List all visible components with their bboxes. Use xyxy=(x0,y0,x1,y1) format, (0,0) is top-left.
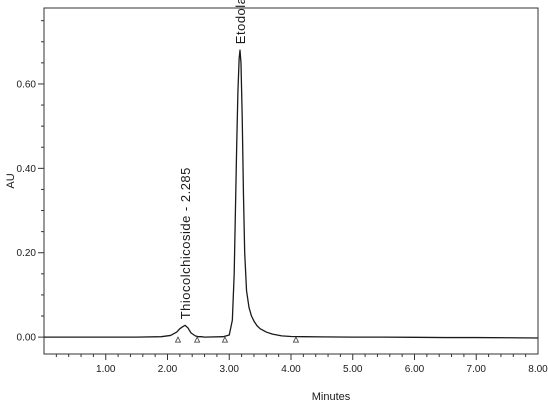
x-tick-label: 2.00 xyxy=(158,364,178,375)
y-tick-label: 0.20 xyxy=(17,248,37,259)
y-tick-label: 0.40 xyxy=(17,164,37,175)
x-tick-label: 7.00 xyxy=(467,364,487,375)
peak-label: Thiocolchicoside - 2.285 xyxy=(178,167,193,319)
plot-frame xyxy=(43,7,539,355)
x-tick-label: 1.00 xyxy=(96,364,116,375)
x-tick-label: 6.00 xyxy=(405,364,425,375)
y-tick-label: 0.00 xyxy=(17,333,37,344)
peak-label: Etodolac - 3.174 xyxy=(233,0,248,44)
ticks-layer: 1.00 2.00 3.00 4.00 5.00 6.00 7.00 8.00 0.00 0.20… xyxy=(17,20,548,375)
y-axis-title: AU xyxy=(5,173,17,188)
y-tick-label: 0.60 xyxy=(17,79,37,90)
x-tick-label: 4.00 xyxy=(281,364,301,375)
chromatogram-line xyxy=(44,49,539,339)
x-tick-label: 3.00 xyxy=(220,364,240,375)
x-tick-label: 8.00 xyxy=(528,364,548,375)
x-axis-title: Minutes xyxy=(312,391,351,403)
integration-mark xyxy=(174,336,182,343)
integration-mark xyxy=(221,336,229,343)
integration-mark xyxy=(193,336,201,343)
integration-marks-layer xyxy=(174,336,300,343)
axes-layer xyxy=(43,7,539,355)
x-tick-label: 5.00 xyxy=(343,364,363,375)
series-layer xyxy=(44,49,539,339)
integration-mark xyxy=(292,336,300,343)
peak-labels-layer: Thiocolchicoside - 2.285 Etodolac - 3.174 xyxy=(178,0,248,319)
